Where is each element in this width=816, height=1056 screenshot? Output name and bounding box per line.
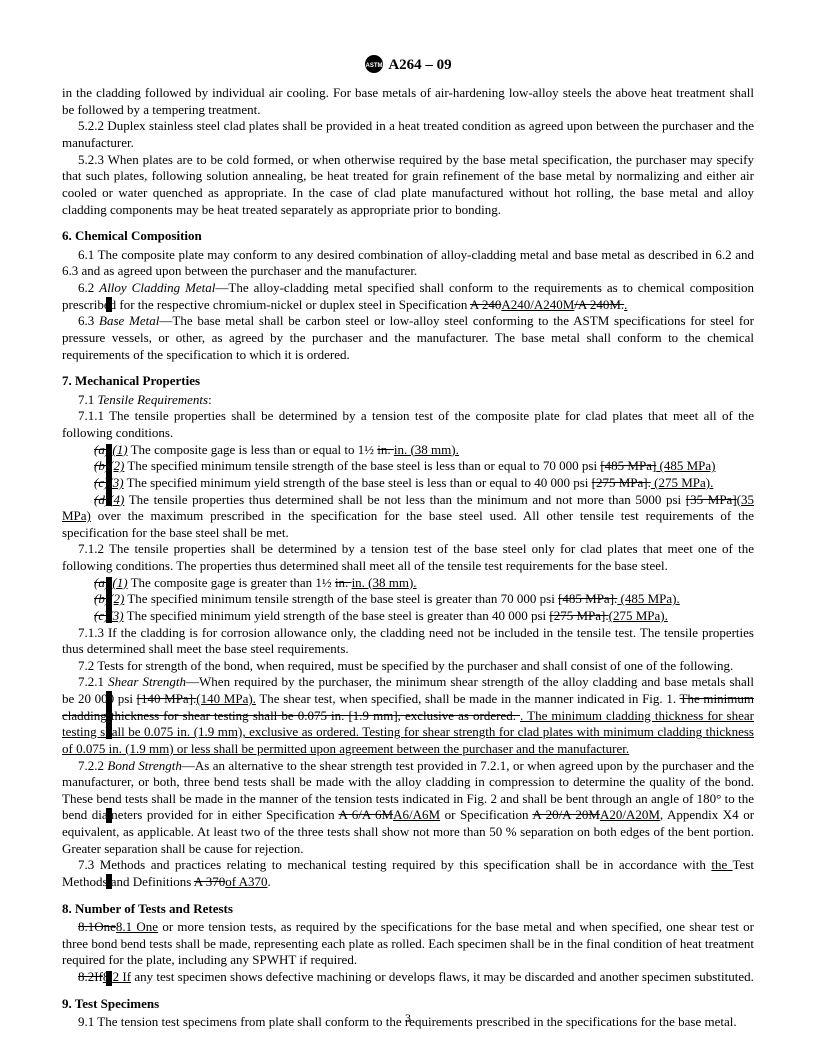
designation: A264 – 09 xyxy=(388,57,451,73)
item-c3: (c)(3) The specified minimum yield stren… xyxy=(62,475,754,492)
change-bar-icon xyxy=(106,691,112,739)
p-7-2-2: 7.2.2 Bond Strength—As an alternative to… xyxy=(62,758,754,858)
p-5-2-2: 5.2.2 Duplex stainless steel clad plates… xyxy=(62,118,754,151)
item-f2: (b)(2) The specified minimum tensile str… xyxy=(62,591,754,608)
p-7-1-2: 7.1.2 The tensile properties shall be de… xyxy=(62,541,754,574)
item-d4: (d)(4) The tensile properties thus deter… xyxy=(62,492,754,542)
section-6-title: 6. Chemical Composition xyxy=(62,228,754,245)
change-bar-icon xyxy=(106,444,112,506)
p-7-3: 7.3 Methods and practices relating to me… xyxy=(62,857,754,890)
item-b2: (b)(2) The specified minimum tensile str… xyxy=(62,458,754,475)
p-7-1: 7.1 Tensile Requirements: xyxy=(62,392,754,409)
p-7-2-1: 7.2.1 Shear Strength—When required by th… xyxy=(62,674,754,757)
svg-text:ASTM: ASTM xyxy=(366,63,383,69)
p-8-2: 8.2If8.2 If any test specimen shows defe… xyxy=(62,969,754,986)
astm-logo-icon: ASTM xyxy=(364,54,384,74)
change-bar-icon xyxy=(106,874,112,889)
item-e1: (a) (1) The composite gage is greater th… xyxy=(62,575,754,592)
item-a1: (a) (1) The composite gage is less than … xyxy=(62,442,754,459)
change-bar-icon xyxy=(106,971,112,986)
item-g3: (c)(3) The specified minimum yield stren… xyxy=(62,608,754,625)
p-5-2-3: 5.2.3 When plates are to be cold formed,… xyxy=(62,152,754,219)
p-7-2: 7.2 Tests for strength of the bond, when… xyxy=(62,658,754,675)
change-bar-icon xyxy=(106,808,112,823)
p-6-2: 6.2 Alloy Cladding Metal—The alloy-cladd… xyxy=(62,280,754,313)
p-7-1-1: 7.1.1 The tensile properties shall be de… xyxy=(62,408,754,441)
page-number: 3 xyxy=(0,1011,816,1026)
page-header: ASTM A264 – 09 xyxy=(62,54,754,75)
p-7-1-3: 7.1.3 If the cladding is for corrosion a… xyxy=(62,625,754,658)
change-bar-icon xyxy=(106,297,112,312)
section-7-title: 7. Mechanical Properties xyxy=(62,373,754,390)
section-8-title: 8. Number of Tests and Retests xyxy=(62,901,754,918)
p-6-1: 6.1 The composite plate may conform to a… xyxy=(62,247,754,280)
para-5-intro: in the cladding followed by individual a… xyxy=(62,85,754,118)
p-6-3: 6.3 Base Metal—The base metal shall be c… xyxy=(62,313,754,363)
p-8-1: 8.1One8.1 One or more tension tests, as … xyxy=(62,919,754,969)
change-bar-icon xyxy=(106,577,112,623)
